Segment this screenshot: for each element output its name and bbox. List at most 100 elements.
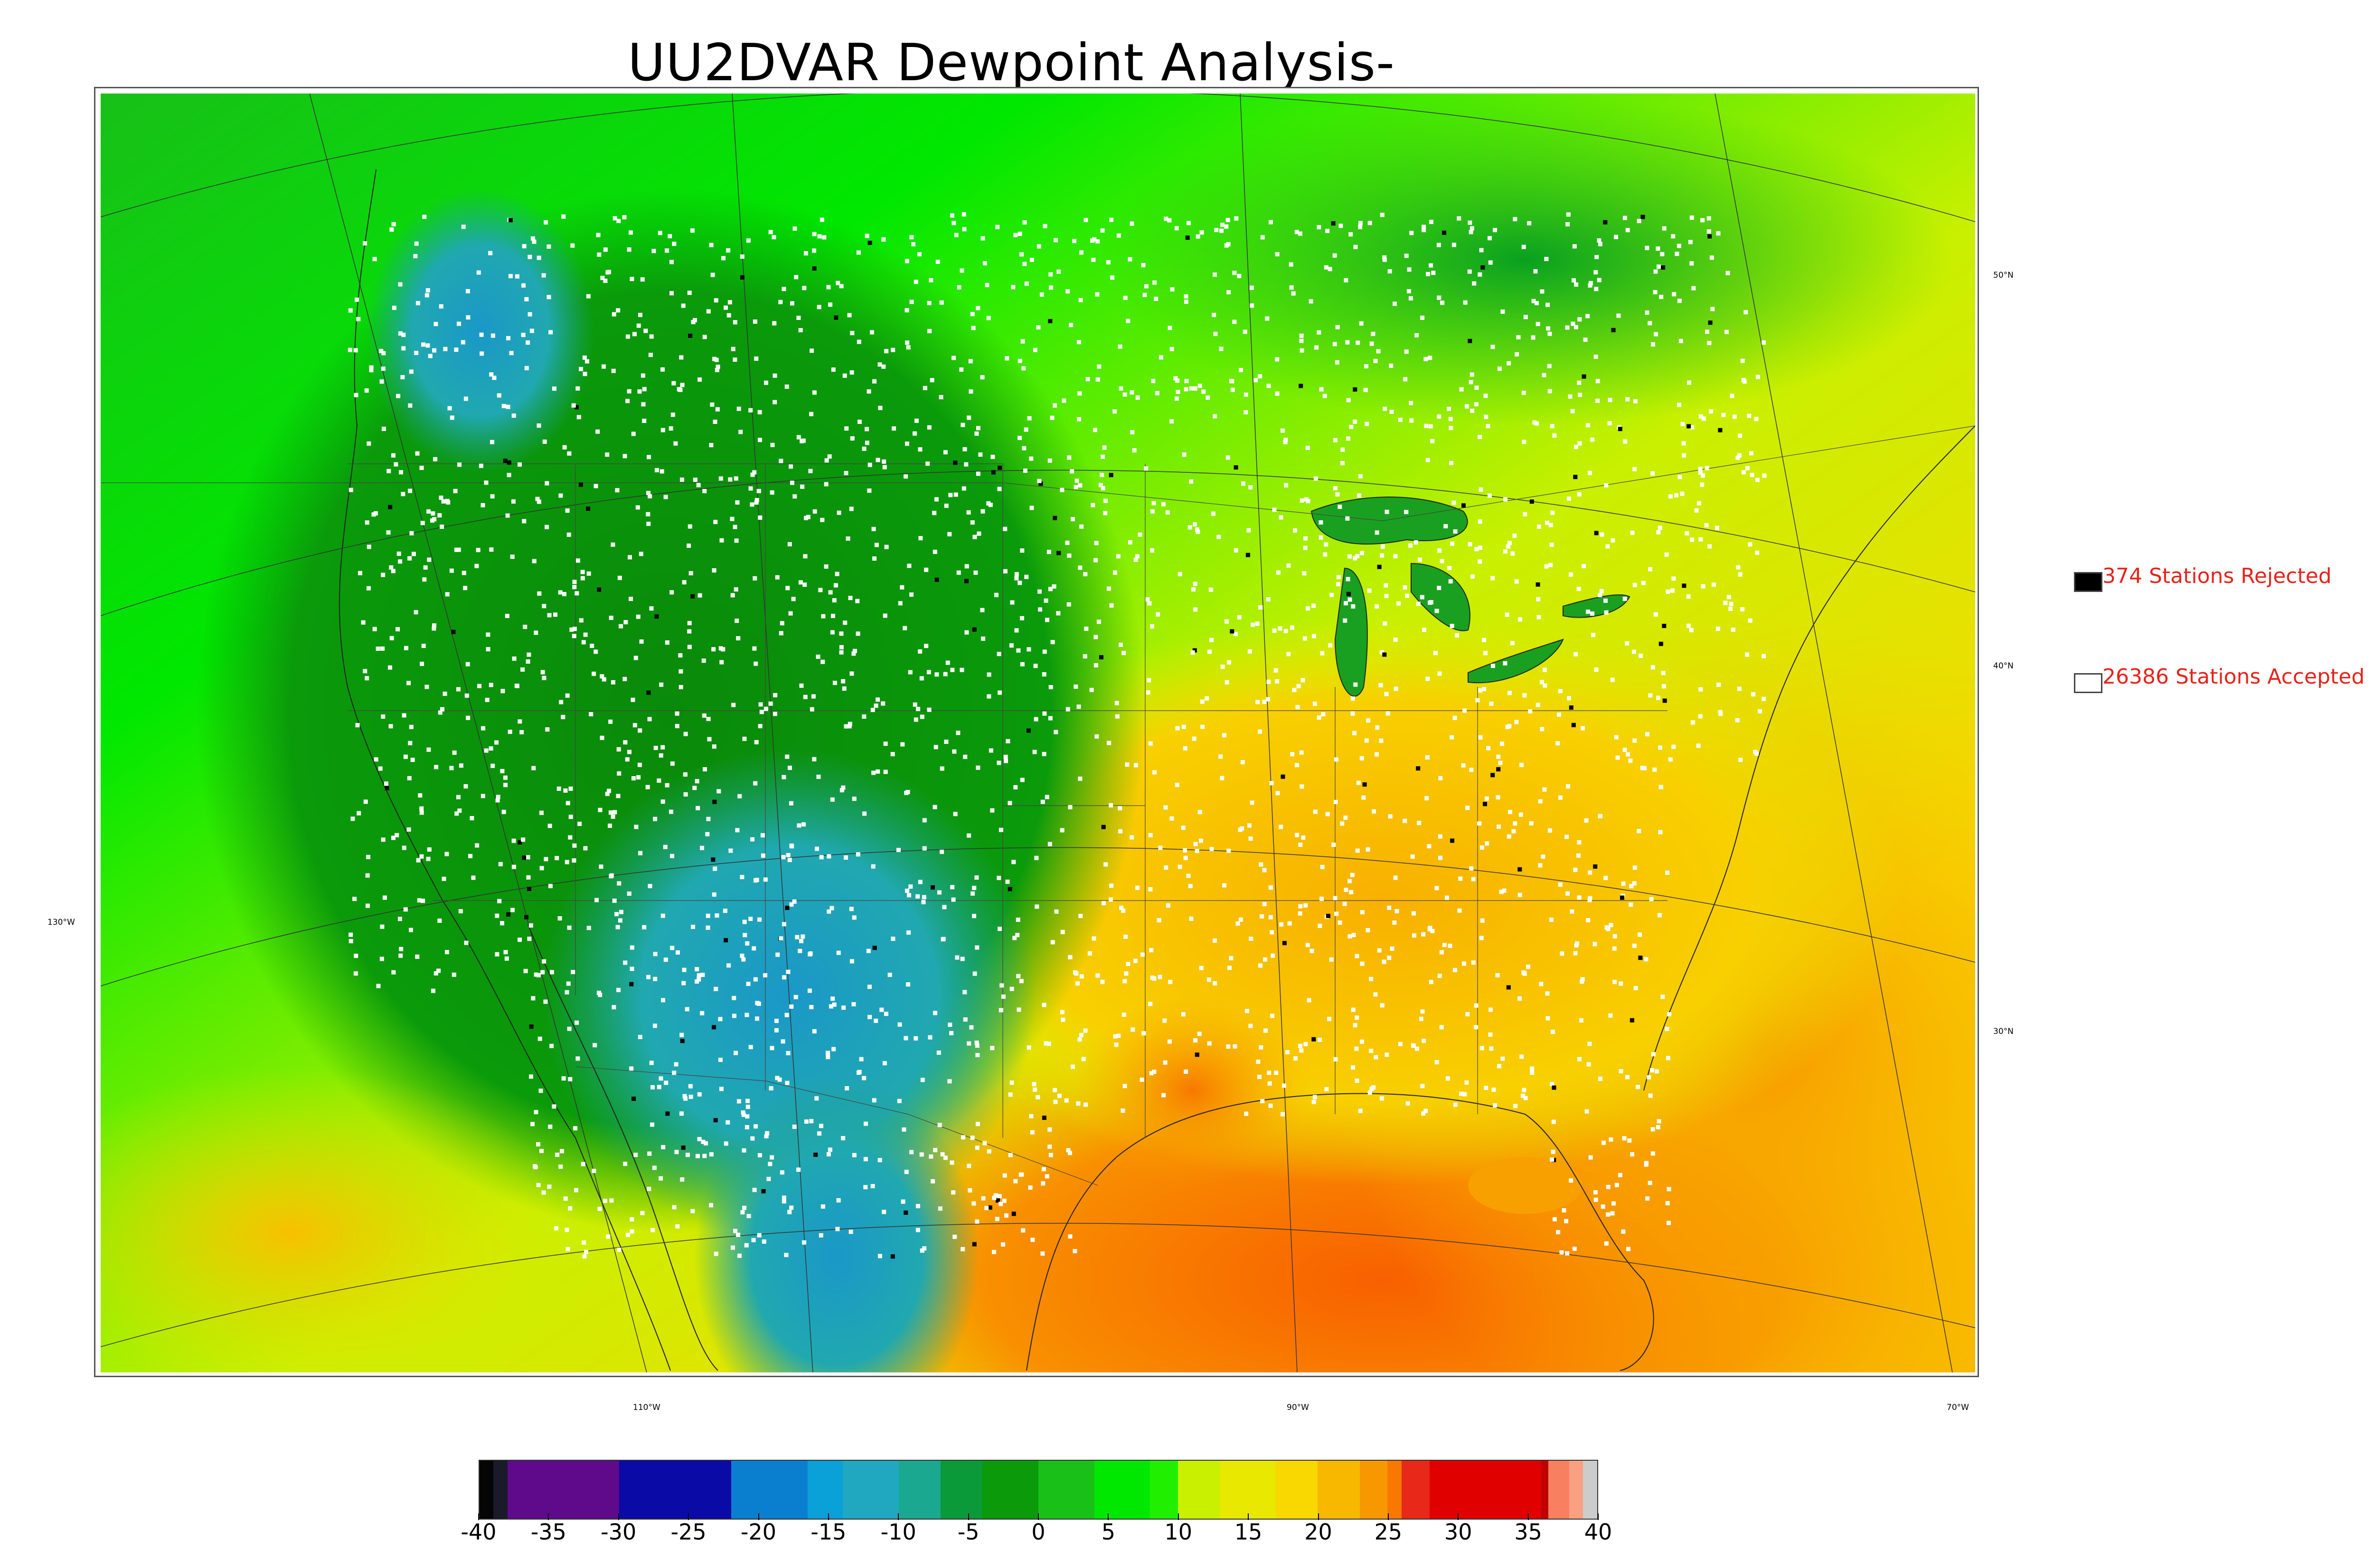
station-marker bbox=[770, 442, 775, 447]
station-marker bbox=[1078, 565, 1083, 570]
station-marker bbox=[605, 270, 610, 275]
station-marker bbox=[732, 1014, 736, 1018]
station-marker bbox=[688, 524, 692, 529]
station-marker bbox=[870, 1184, 875, 1189]
station-marker bbox=[594, 484, 598, 488]
station-marker bbox=[1448, 943, 1452, 948]
colorbar-segment bbox=[1548, 1461, 1569, 1519]
station-marker bbox=[1369, 341, 1374, 346]
station-marker bbox=[1502, 888, 1507, 893]
station-marker bbox=[719, 660, 724, 665]
station-marker bbox=[1650, 471, 1655, 476]
station-marker bbox=[1543, 683, 1547, 688]
station-marker bbox=[1450, 735, 1454, 740]
station-marker bbox=[1074, 971, 1079, 976]
station-marker bbox=[1362, 782, 1367, 787]
station-marker bbox=[583, 632, 588, 637]
station-marker bbox=[550, 970, 554, 975]
station-marker bbox=[1077, 1037, 1082, 1042]
station-marker bbox=[990, 1046, 995, 1051]
station-marker bbox=[933, 745, 938, 750]
station-marker bbox=[723, 909, 727, 913]
station-marker bbox=[1437, 671, 1442, 676]
station-marker bbox=[1436, 243, 1441, 247]
station-marker bbox=[363, 799, 368, 804]
station-marker bbox=[1542, 667, 1547, 672]
station-marker bbox=[784, 1013, 789, 1017]
station-marker bbox=[609, 616, 613, 620]
station-marker bbox=[1348, 232, 1353, 237]
station-marker bbox=[396, 627, 400, 631]
station-marker bbox=[619, 624, 623, 629]
station-marker bbox=[1219, 347, 1224, 351]
station-marker bbox=[1072, 239, 1076, 244]
station-marker bbox=[920, 714, 924, 719]
station-marker bbox=[1521, 244, 1526, 249]
station-marker bbox=[1244, 392, 1248, 397]
station-marker bbox=[1301, 836, 1306, 840]
station-marker bbox=[659, 1176, 663, 1181]
station-marker bbox=[782, 922, 786, 927]
station-marker bbox=[582, 1240, 586, 1245]
station-marker bbox=[1361, 795, 1366, 800]
station-marker bbox=[923, 385, 927, 390]
station-marker bbox=[1598, 814, 1603, 818]
station-marker bbox=[638, 851, 643, 855]
station-marker bbox=[1347, 554, 1352, 559]
station-marker bbox=[1145, 597, 1150, 602]
station-marker bbox=[1598, 1076, 1602, 1081]
station-marker bbox=[911, 242, 915, 246]
station-marker bbox=[961, 423, 965, 427]
station-marker bbox=[1564, 835, 1569, 839]
station-marker bbox=[501, 809, 506, 814]
station-marker bbox=[507, 460, 511, 465]
station-marker bbox=[437, 513, 442, 517]
station-marker bbox=[688, 333, 693, 338]
station-marker bbox=[1479, 936, 1484, 940]
station-marker bbox=[1003, 569, 1008, 573]
station-marker bbox=[1193, 842, 1198, 846]
station-marker bbox=[1366, 847, 1370, 852]
station-marker bbox=[1715, 526, 1720, 530]
station-marker bbox=[1207, 649, 1212, 654]
station-marker bbox=[1658, 745, 1663, 750]
station-marker bbox=[897, 1099, 902, 1103]
station-marker bbox=[1482, 686, 1487, 691]
station-marker bbox=[628, 555, 632, 560]
station-marker bbox=[489, 547, 494, 552]
station-marker bbox=[1513, 217, 1517, 222]
station-marker bbox=[437, 918, 442, 923]
station-marker bbox=[951, 1190, 956, 1195]
station-marker bbox=[1593, 270, 1598, 275]
station-marker bbox=[1015, 933, 1020, 938]
station-marker bbox=[1490, 773, 1495, 778]
colorbar-segment bbox=[1178, 1461, 1220, 1519]
station-marker bbox=[1666, 589, 1670, 594]
lat-label-30n: 30°N bbox=[1993, 1027, 2014, 1036]
station-marker bbox=[1195, 527, 1199, 532]
station-marker bbox=[1359, 756, 1364, 761]
station-marker bbox=[585, 359, 589, 364]
station-marker bbox=[494, 740, 499, 745]
station-marker bbox=[1263, 1028, 1268, 1033]
station-marker bbox=[953, 492, 958, 497]
station-marker bbox=[1439, 950, 1444, 955]
station-marker bbox=[1048, 685, 1053, 689]
station-marker bbox=[1690, 537, 1695, 542]
station-marker bbox=[1077, 391, 1082, 396]
station-marker bbox=[572, 843, 577, 848]
station-marker bbox=[617, 771, 622, 776]
station-marker bbox=[640, 277, 645, 282]
station-marker bbox=[733, 1229, 738, 1233]
station-marker bbox=[829, 1004, 833, 1009]
station-marker bbox=[1116, 1033, 1121, 1038]
station-marker bbox=[565, 693, 570, 698]
station-marker bbox=[1270, 1014, 1275, 1018]
colorbar-tick bbox=[478, 1513, 479, 1520]
station-marker bbox=[974, 431, 979, 436]
station-marker bbox=[1319, 520, 1323, 525]
station-marker bbox=[1033, 664, 1038, 668]
station-marker bbox=[678, 387, 683, 392]
station-marker bbox=[1013, 233, 1018, 237]
station-marker bbox=[1047, 1145, 1052, 1149]
